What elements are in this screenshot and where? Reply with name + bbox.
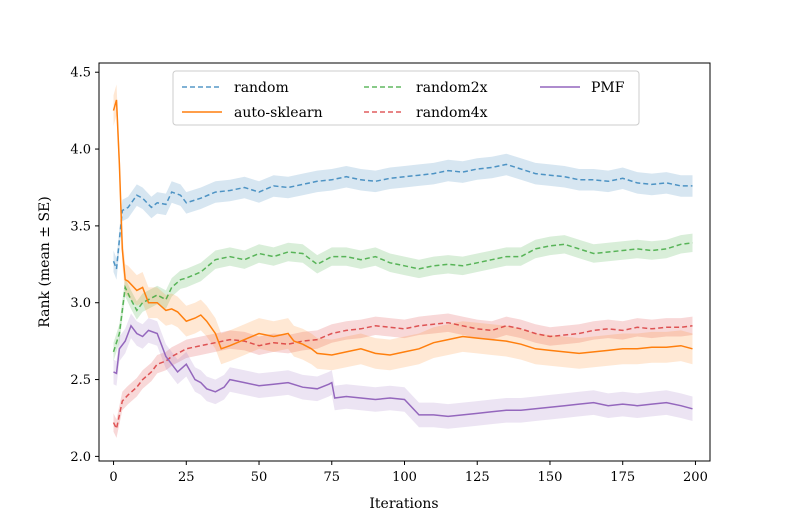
series-line-random4x — [112, 321, 693, 431]
y-tick-label: 2.0 — [70, 450, 91, 465]
y-tick-label: 4.0 — [70, 143, 91, 158]
x-tick-label: 100 — [392, 470, 417, 485]
error-band-random2x — [113, 233, 693, 362]
series-line-auto-sklearn — [112, 99, 693, 356]
legend-box — [172, 70, 640, 126]
legend: random auto-sklearn random2x random4x PM… — [172, 70, 640, 126]
x-tick-label: 0 — [109, 470, 117, 485]
y-tick-label: 3.5 — [70, 219, 91, 234]
legend-label-random4x: random4x — [416, 105, 488, 121]
y-tick-label: 4.5 — [70, 66, 91, 81]
y-axis-label: Rank (mean ± SE) — [37, 196, 53, 327]
x-axis: 0 25 50 75 100 125 150 175 200 — [109, 461, 708, 485]
error-band-pmf — [113, 313, 693, 429]
error-band-random — [113, 153, 693, 280]
series-line-pmf — [113, 324, 693, 418]
legend-label-auto-sklearn: auto-sklearn — [234, 105, 323, 121]
x-axis-label: Iterations — [369, 496, 438, 512]
x-tick-label: 50 — [251, 470, 268, 485]
y-tick-label: 3.0 — [70, 296, 91, 311]
legend-label-random: random — [234, 80, 289, 96]
series-line-random — [112, 163, 693, 270]
error-bands — [113, 84, 693, 438]
series-line-random2x — [112, 242, 693, 353]
legend-label-pmf: PMF — [591, 80, 625, 96]
y-axis: 2.0 2.5 3.0 3.5 4.0 4.5 — [70, 66, 99, 465]
x-tick-label: 75 — [323, 470, 340, 485]
x-tick-label: 125 — [465, 470, 490, 485]
y-tick-label: 2.5 — [70, 373, 91, 388]
x-tick-label: 150 — [538, 470, 563, 485]
error-band-random4x — [113, 313, 693, 438]
x-tick-label: 200 — [683, 470, 708, 485]
plot-area — [99, 63, 710, 461]
x-tick-label: 175 — [610, 470, 635, 485]
error-band-auto-sklearn — [113, 84, 693, 371]
series-lines — [112, 99, 693, 431]
legend-label-random2x: random2x — [416, 80, 488, 96]
x-tick-label: 25 — [178, 470, 195, 485]
